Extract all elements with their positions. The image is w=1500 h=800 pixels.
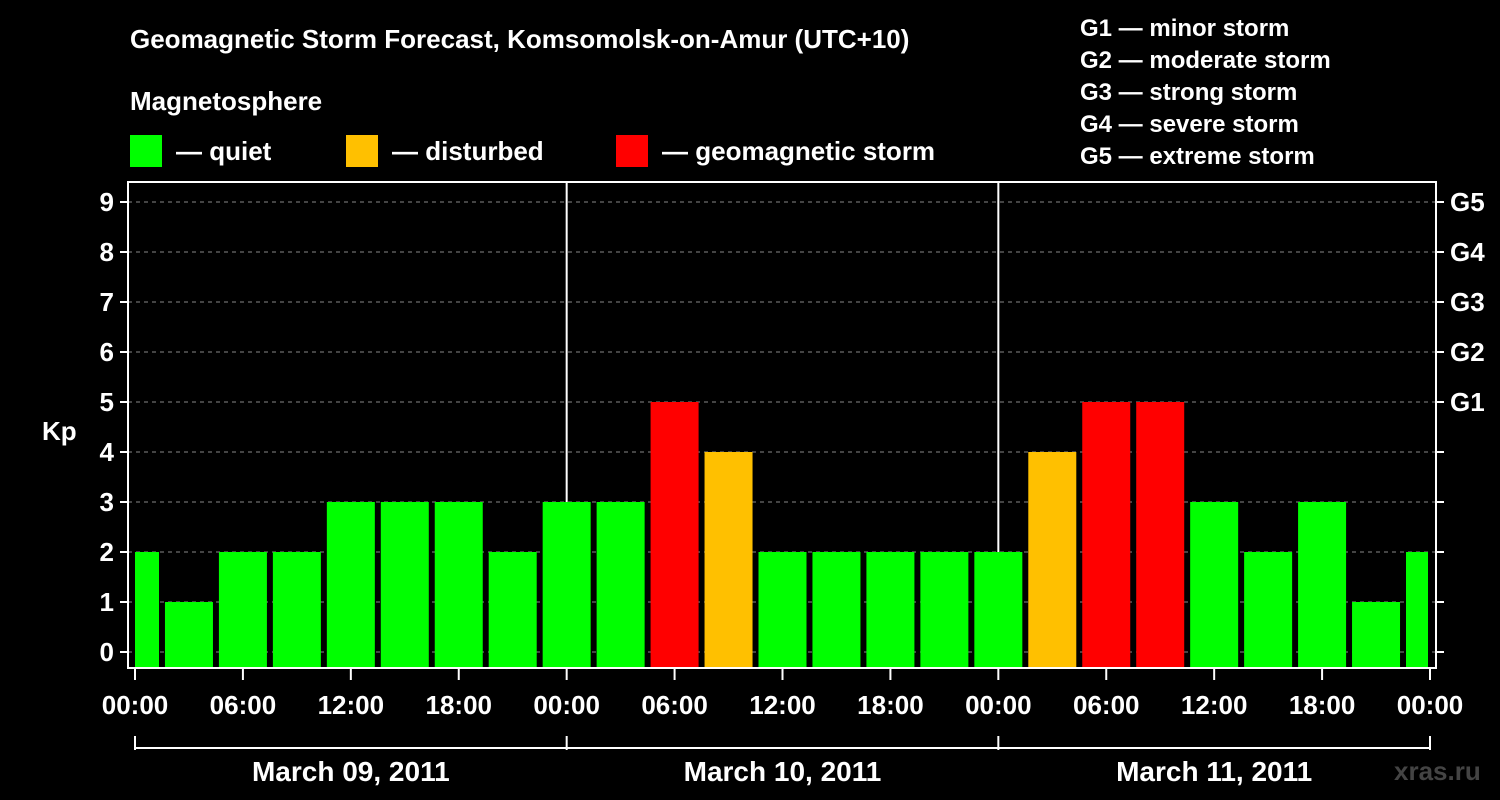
- right-axis-label: G1: [1450, 387, 1485, 417]
- legend-swatch-quiet: [130, 135, 162, 167]
- kp-bar: [434, 502, 483, 668]
- y-tick-label: 5: [100, 387, 114, 417]
- right-axis-label: G2: [1450, 337, 1485, 367]
- y-tick-label: 1: [100, 587, 114, 617]
- right-axis-label: G3: [1450, 287, 1485, 317]
- legend-label-quiet: — quiet: [176, 135, 272, 166]
- y-tick-label: 3: [100, 487, 114, 517]
- right-axis-label: G5: [1450, 187, 1485, 217]
- y-tick-label: 6: [100, 337, 114, 367]
- x-tick-label: 18:00: [1289, 690, 1356, 720]
- kp-bar: [704, 452, 753, 668]
- x-tick-label: 06:00: [641, 690, 708, 720]
- g-scale-g5: G5 — extreme storm: [1080, 143, 1315, 170]
- x-tick-label: 06:00: [210, 690, 277, 720]
- kp-bar: [812, 552, 861, 668]
- kp-bar: [1352, 602, 1401, 668]
- x-tick-label: 18:00: [426, 690, 493, 720]
- x-tick-label: 06:00: [1073, 690, 1140, 720]
- g-scale-g1: G1 — minor storm: [1080, 15, 1290, 42]
- kp-bar: [380, 502, 429, 668]
- kp-bar: [920, 552, 969, 668]
- y-tick-label: 8: [100, 237, 114, 267]
- kp-bar: [542, 502, 591, 668]
- x-tick-label: 00:00: [533, 690, 600, 720]
- bars-layer: [135, 402, 1428, 668]
- x-tick-label: 12:00: [749, 690, 816, 720]
- kp-bar: [974, 552, 1023, 668]
- x-tick-label: 00:00: [965, 690, 1032, 720]
- g-scale-g4: G4 — severe storm: [1080, 111, 1299, 138]
- legend-label-disturbed: — disturbed: [392, 135, 544, 166]
- kp-bar: [1190, 502, 1239, 668]
- g-scale-g2: G2 — moderate storm: [1080, 47, 1331, 74]
- kp-bar: [326, 502, 375, 668]
- kp-bar: [135, 552, 159, 668]
- g-scale-g3: G3 — strong storm: [1080, 79, 1298, 106]
- kp-bar: [488, 552, 537, 668]
- kp-bar: [758, 552, 807, 668]
- kp-bar: [1082, 402, 1131, 668]
- day-label: March 11, 2011: [1116, 756, 1312, 787]
- kp-bar: [866, 552, 915, 668]
- y-tick-label: 9: [100, 187, 114, 217]
- y-tick-label: 7: [100, 287, 114, 317]
- legend-swatch-disturbed: [346, 135, 378, 167]
- x-tick-label: 00:00: [1397, 690, 1464, 720]
- day-label: March 10, 2011: [684, 756, 882, 787]
- legend-swatch-storm: [616, 135, 648, 167]
- x-tick-label: 12:00: [318, 690, 385, 720]
- kp-bar: [1136, 402, 1185, 668]
- x-tick-label: 12:00: [1181, 690, 1248, 720]
- legend-item-storm: — geomagnetic storm: [616, 134, 935, 168]
- kp-bar: [164, 602, 213, 668]
- kp-bar: [1298, 502, 1347, 668]
- x-tick-label: 18:00: [857, 690, 924, 720]
- kp-bar: [1244, 552, 1293, 668]
- watermark: xras.ru: [1394, 756, 1481, 786]
- y-tick-label: 2: [100, 537, 114, 567]
- x-tick-label: 00:00: [102, 690, 169, 720]
- legend-label-storm: — geomagnetic storm: [662, 135, 936, 166]
- axis-layer: 0 1 2 3 4 5 6 7 8 9 G1 G2 G3 G4 G5 Kp 00:00 06:00 12:00 18:…: [42, 181, 1485, 787]
- legend-item-disturbed: — disturbed: [346, 134, 544, 168]
- legend-heading: Magnetosphere: [130, 86, 323, 116]
- kp-bar: [272, 552, 321, 668]
- kp-bar: [1028, 452, 1077, 668]
- kp-bar: [596, 502, 645, 668]
- kp-bar: [218, 552, 267, 668]
- chart-title: Geomagnetic Storm Forecast, Komsomolsk-o…: [130, 24, 910, 54]
- y-tick-label: 0: [100, 637, 114, 667]
- day-label: March 09, 2011: [252, 756, 450, 787]
- kp-bar: [650, 402, 699, 668]
- y-tick-label: 4: [100, 437, 115, 467]
- kp-bar: [1406, 552, 1428, 668]
- y-axis-label: Kp: [42, 416, 77, 446]
- legend-item-quiet: — quiet: [130, 134, 271, 168]
- right-axis-label: G4: [1450, 237, 1485, 267]
